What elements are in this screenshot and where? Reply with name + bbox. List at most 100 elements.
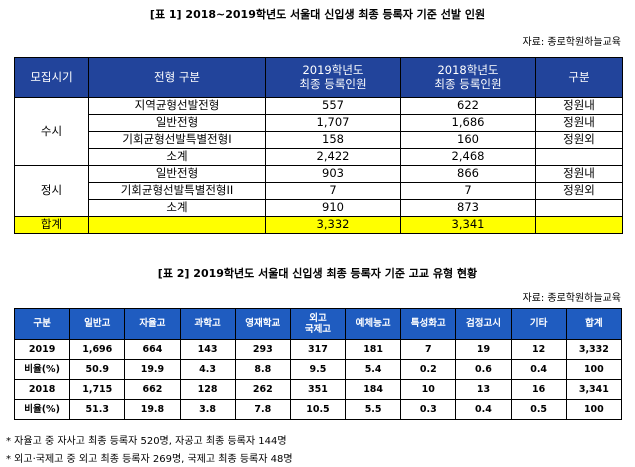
period-cell: 정시 xyxy=(14,165,89,217)
cell: 2019 xyxy=(13,339,71,360)
cell: 557 xyxy=(265,97,401,115)
cell: 100 xyxy=(565,359,623,380)
cell: 50.9 xyxy=(69,359,126,380)
cell: 0.4 xyxy=(455,399,512,420)
cell: 0.6 xyxy=(455,359,512,380)
cell: 3,332 xyxy=(565,339,623,360)
table2-source: 자료: 종로학원하늘교육 xyxy=(522,293,621,304)
cell: 3,341 xyxy=(565,379,623,400)
cell: 317 xyxy=(289,339,347,360)
header-cell: 구분 xyxy=(535,57,623,98)
cell xyxy=(535,148,623,166)
cell: 0.3 xyxy=(400,399,457,420)
cell: 262 xyxy=(234,379,291,400)
row: 수시 지역균형선발전형 557 622 정원내 xyxy=(14,97,623,166)
cell: 51.3 xyxy=(69,399,126,420)
cell: 0.5 xyxy=(510,399,567,420)
cell: 기회균형선발특별전형I xyxy=(88,131,266,149)
row: 소계 2,422 2,468 xyxy=(15,148,623,166)
table1-source: 자료: 종로학원하늘교육 xyxy=(522,37,621,48)
note: * 외고·국제고 중 외고 최종 등록자 269명, 국제고 최종 등록자 48… xyxy=(6,454,293,465)
cell: 정원내 xyxy=(535,114,623,132)
cell: 5.4 xyxy=(345,359,402,380)
cell: 0.2 xyxy=(400,359,457,380)
cell: 비율(%) xyxy=(13,399,71,420)
cell: 128 xyxy=(179,379,236,400)
cell: 합계 xyxy=(14,216,89,234)
header-cell: 영재학교 xyxy=(234,308,291,340)
cell: 일반전형 xyxy=(88,165,266,183)
cell: 293 xyxy=(234,339,291,360)
cell: 정원외 xyxy=(535,182,623,200)
cell: 19.8 xyxy=(124,399,181,420)
header-cell: 과학고 xyxy=(179,308,236,340)
cell: 5.5 xyxy=(345,399,402,420)
cell: 910 xyxy=(265,199,401,217)
cell: 4.3 xyxy=(179,359,236,380)
cell: 1,696 xyxy=(69,339,126,360)
header-cell: 2018학년도 최종 등록인원 xyxy=(400,57,536,98)
header-cell: 일반고 xyxy=(69,308,126,340)
cell: 1,707 xyxy=(265,114,401,132)
cell: 7.8 xyxy=(234,399,291,420)
row: 소계 910 873 xyxy=(15,199,623,217)
cell: 662 xyxy=(124,379,181,400)
cell: 143 xyxy=(179,339,236,360)
row: 2018 1,715 662 128 262 351 184 10 13 16 3,341 xyxy=(13,379,623,400)
cell xyxy=(535,199,623,217)
cell: 13 xyxy=(455,379,512,400)
cell: 정원내 xyxy=(535,97,623,115)
cell: 181 xyxy=(345,339,402,360)
header-cell: 2019학년도 최종 등록인원 xyxy=(265,57,401,98)
cell: 3.8 xyxy=(179,399,236,420)
header-cell: 특성화고 xyxy=(400,308,457,340)
cell: 2,468 xyxy=(400,148,536,166)
cell: 소계 xyxy=(88,199,266,217)
cell: 9.5 xyxy=(289,359,347,380)
cell: 7 xyxy=(265,182,401,200)
header-row: 모집시기 전형 구분 2019학년도 최종 등록인원 2018학년도 최종 등록인원 구분 xyxy=(14,57,623,98)
header-cell: 자율고 xyxy=(124,308,181,340)
header-cell: 예체능고 xyxy=(345,308,402,340)
row: 2019 1,696 664 143 293 317 181 7 19 12 3,332 xyxy=(13,339,623,360)
cell xyxy=(88,216,266,234)
row: 기회균형선발특별전형II 7 7 정원외 xyxy=(15,182,623,200)
header-cell: 합계 xyxy=(565,308,623,340)
header-line: 2019학년도 xyxy=(302,62,364,77)
header-cell: 전형 구분 xyxy=(88,57,266,98)
cell: 19 xyxy=(455,339,512,360)
header-cell: 외고 국제고 xyxy=(289,308,347,340)
header-line: 최종 등록인원 xyxy=(434,76,502,91)
cell: 184 xyxy=(345,379,402,400)
cell: 664 xyxy=(124,339,181,360)
cell: 7 xyxy=(400,339,457,360)
cell: 1,715 xyxy=(69,379,126,400)
row: 비율(%) 51.3 19.8 3.8 7.8 10.5 5.5 0.3 0.4 0.5 100 xyxy=(13,399,623,420)
header-cell: 검정고시 xyxy=(455,308,512,340)
cell: 10 xyxy=(400,379,457,400)
cell: 8.8 xyxy=(234,359,291,380)
table1-title: [표 1] 2018~2019학년도 서울대 신입생 최종 등록자 기준 선발 … xyxy=(149,8,486,21)
row: 일반전형 1,707 1,686 정원내 xyxy=(15,114,623,132)
header-cell: 모집시기 xyxy=(14,57,89,98)
cell: 비율(%) xyxy=(13,359,71,380)
cell: 158 xyxy=(265,131,401,149)
cell: 7 xyxy=(400,182,536,200)
cell: 소계 xyxy=(88,148,266,166)
cell: 정원외 xyxy=(535,131,623,149)
cell: 19.9 xyxy=(124,359,181,380)
cell: 2,422 xyxy=(265,148,401,166)
cell: 일반전형 xyxy=(88,114,266,132)
cell: 3,332 xyxy=(265,216,401,234)
row: 기회균형선발특별전형I 158 160 정원외 xyxy=(15,131,623,149)
cell: 903 xyxy=(265,165,401,183)
cell: 351 xyxy=(289,379,347,400)
cell: 1,686 xyxy=(400,114,536,132)
cell: 지역균형선발전형 xyxy=(88,97,266,115)
row: 정시 일반전형 903 866 정원내 xyxy=(14,165,623,217)
cell: 정원내 xyxy=(535,165,623,183)
cell: 2018 xyxy=(13,379,71,400)
header-cell: 기타 xyxy=(510,308,567,340)
cell: 3,341 xyxy=(400,216,536,234)
